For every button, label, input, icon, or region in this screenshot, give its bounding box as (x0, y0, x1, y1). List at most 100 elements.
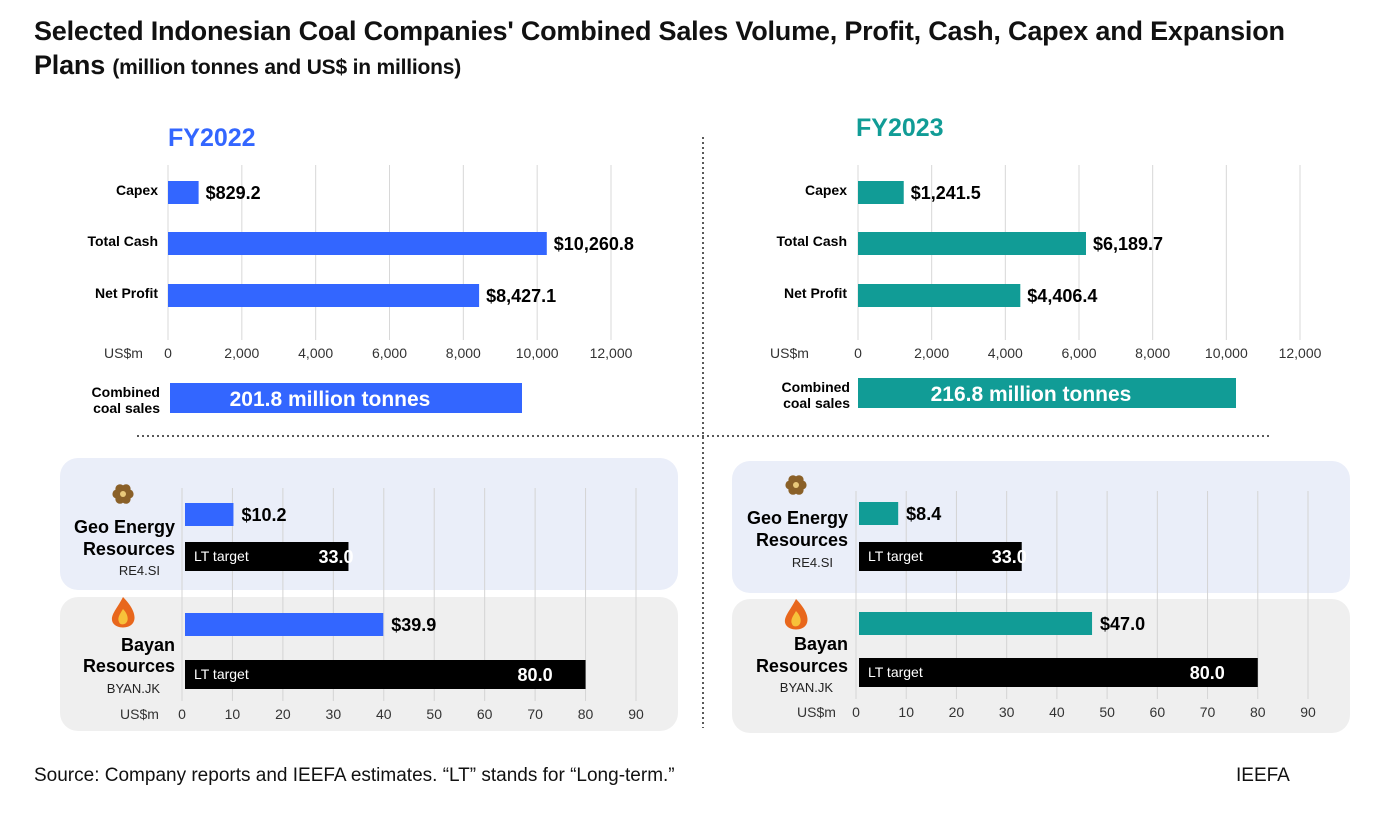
x-tick-label-fy2022: 12,000 (590, 345, 633, 361)
x-tick-label-bottom-fy2022: 80 (578, 706, 594, 722)
bar-bottom-fy2023 (859, 502, 899, 525)
data-label-fy2023: $6,189.7 (1093, 234, 1163, 254)
source-note: Source: Company reports and IEEFA estima… (34, 765, 675, 786)
data-label-fy2022: $10,260.8 (554, 234, 634, 254)
x-tick-label-bottom-fy2022: 40 (376, 706, 392, 722)
target-value-fy2023: 33.0 (992, 547, 1027, 567)
x-tick-label-bottom-fy2023: 30 (999, 704, 1015, 720)
company-ticker: RE4.SI (792, 555, 833, 570)
bar-fy2022 (168, 232, 547, 255)
data-label-bottom-fy2023: $8.4 (906, 504, 941, 524)
category-label-fy2023: Total Cash (776, 233, 847, 249)
x-tick-label-bottom-fy2023: 60 (1150, 704, 1166, 720)
sales-label-fy2022: coal sales (93, 400, 160, 416)
target-value-fy2023: 80.0 (1190, 663, 1225, 683)
company-name: Resources (756, 656, 848, 676)
target-bar-fy2023 (859, 542, 1022, 571)
x-tick-label-fy2023: 4,000 (988, 345, 1023, 361)
flame-icon (111, 597, 135, 628)
company-name: Geo Energy (74, 517, 175, 537)
x-tick-label-bottom-fy2023: 70 (1200, 704, 1216, 720)
x-tick-label-bottom-fy2023: 40 (1049, 704, 1065, 720)
target-label-fy2022: LT target (194, 548, 249, 564)
panel-title-fy2023: FY2023 (856, 114, 944, 142)
x-tick-label-bottom-fy2022: 20 (275, 706, 291, 722)
company-name: Resources (756, 530, 848, 550)
x-tick-label-bottom-fy2022: 90 (628, 706, 644, 722)
bar-fy2023 (858, 284, 1021, 307)
company-name: Bayan (794, 634, 848, 654)
x-tick-label-bottom-fy2023: 20 (949, 704, 965, 720)
bar-fy2023 (858, 232, 1086, 255)
sales-bar-fy2023 (858, 378, 1236, 408)
data-label-bottom-fy2023: $47.0 (1100, 614, 1145, 634)
data-label-bottom-fy2022: $10.2 (241, 505, 286, 525)
data-label-fy2022: $8,427.1 (486, 286, 556, 306)
axis-unit-label-bottom-fy2023: US$m (797, 704, 836, 720)
x-tick-label-fy2022: 6,000 (372, 345, 407, 361)
target-bar-fy2022 (185, 660, 586, 689)
bar-fy2022 (168, 284, 480, 307)
x-tick-label-fy2022: 4,000 (298, 345, 333, 361)
sales-label-fy2022: Combined (92, 384, 160, 400)
x-tick-label-bottom-fy2023: 10 (898, 704, 914, 720)
category-label-fy2023: Net Profit (784, 285, 847, 301)
data-label-bottom-fy2022: $39.9 (391, 615, 436, 635)
category-label-fy2022: Capex (116, 182, 158, 198)
x-tick-label-fy2022: 2,000 (224, 345, 259, 361)
panel-title-fy2022: FY2022 (168, 124, 256, 152)
x-tick-label-bottom-fy2022: 0 (178, 706, 186, 722)
x-tick-label-bottom-fy2023: 0 (852, 704, 860, 720)
target-value-fy2022: 33.0 (318, 547, 353, 567)
x-tick-label-bottom-fy2022: 60 (477, 706, 493, 722)
data-label-fy2022: $829.2 (206, 183, 261, 203)
category-label-fy2022: Total Cash (87, 233, 158, 249)
bar-bottom-fy2023 (859, 612, 1093, 635)
company-name: Resources (83, 539, 175, 559)
category-label-fy2022: Net Profit (95, 285, 158, 301)
category-label-fy2023: Capex (805, 182, 847, 198)
x-tick-label-bottom-fy2023: 80 (1250, 704, 1266, 720)
target-label-fy2023: LT target (868, 664, 923, 680)
target-value-fy2022: 80.0 (518, 665, 553, 685)
company-name: Geo Energy (747, 508, 848, 528)
target-label-fy2023: LT target (868, 548, 923, 564)
sales-label-fy2023: coal sales (783, 395, 850, 411)
data-label-fy2023: $1,241.5 (911, 183, 981, 203)
sales-value-fy2023: 216.8 million tonnes (931, 383, 1132, 406)
x-tick-label-bottom-fy2022: 30 (326, 706, 342, 722)
x-tick-label-bottom-fy2022: 10 (225, 706, 241, 722)
company-ticker: BYAN.JK (107, 681, 161, 696)
x-tick-label-fy2023: 6,000 (1061, 345, 1096, 361)
axis-unit-label-bottom-fy2022: US$m (120, 706, 159, 722)
bar-bottom-fy2022 (185, 613, 384, 636)
chart-title-units: (million tonnes and US$ in millions) (112, 56, 462, 79)
target-label-fy2022: LT target (194, 666, 249, 682)
sales-bar-fy2022 (170, 383, 522, 413)
x-tick-label-fy2022: 10,000 (516, 345, 559, 361)
x-tick-label-fy2023: 2,000 (914, 345, 949, 361)
company-ticker: BYAN.JK (780, 680, 834, 695)
flower-icon (112, 484, 134, 504)
flame-icon (784, 599, 808, 630)
x-tick-label-bottom-fy2023: 50 (1099, 704, 1115, 720)
bar-fy2023 (858, 181, 904, 204)
target-bar-fy2023 (859, 658, 1258, 687)
x-tick-label-bottom-fy2023: 90 (1300, 704, 1316, 720)
target-bar-fy2022 (185, 542, 349, 571)
x-tick-label-fy2023: 0 (854, 345, 862, 361)
company-name: Bayan (121, 635, 175, 655)
brand-label: IEEFA (1236, 765, 1290, 786)
x-tick-label-bottom-fy2022: 50 (426, 706, 442, 722)
x-tick-label-bottom-fy2022: 70 (527, 706, 543, 722)
company-name: Resources (83, 656, 175, 676)
sales-label-fy2023: Combined (782, 379, 850, 395)
company-ticker: RE4.SI (119, 563, 160, 578)
chart-title: Selected Indonesian Coal Companies' Comb… (34, 14, 1354, 85)
axis-unit-label-fy2023: US$m (770, 345, 809, 361)
x-tick-label-fy2022: 8,000 (446, 345, 481, 361)
x-tick-label-fy2022: 0 (164, 345, 172, 361)
x-tick-label-fy2023: 8,000 (1135, 345, 1170, 361)
bar-fy2022 (168, 181, 199, 204)
